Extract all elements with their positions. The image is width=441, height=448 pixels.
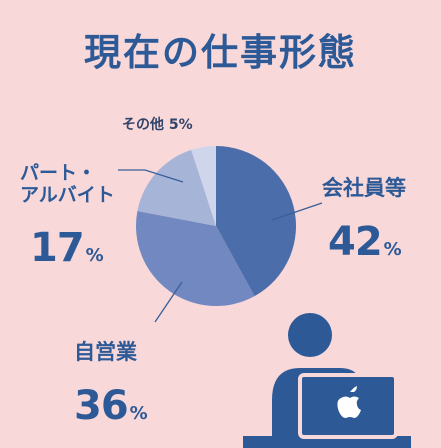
pie — [136, 146, 296, 306]
unit-label: % — [130, 403, 148, 424]
unit-label: % — [86, 245, 104, 266]
category-label: 自営業 — [74, 340, 148, 364]
category-label: 会社員等 — [322, 176, 406, 200]
infographic: 現在の仕事形態 会社員等 42% 自営業 36% パート・ アルバイト 17% … — [0, 0, 441, 448]
value-label: 36 — [74, 383, 128, 429]
value-label: 5 — [169, 117, 179, 133]
label: 自営業 36% — [74, 322, 148, 447]
unit-label: % — [179, 117, 193, 133]
chart-title: 現在の仕事形態 — [0, 22, 441, 76]
category-label: パート・ アルバイト — [20, 163, 115, 207]
person-icon — [243, 313, 411, 448]
value-label: 17 — [30, 225, 84, 271]
label: パート・ アルバイト 17% — [20, 145, 115, 290]
category-label: その他 — [122, 117, 164, 133]
label: 会社員等 42% — [322, 158, 406, 283]
unit-label: % — [384, 239, 402, 260]
label: その他 5% — [122, 114, 193, 134]
value-label: 42 — [328, 219, 382, 265]
